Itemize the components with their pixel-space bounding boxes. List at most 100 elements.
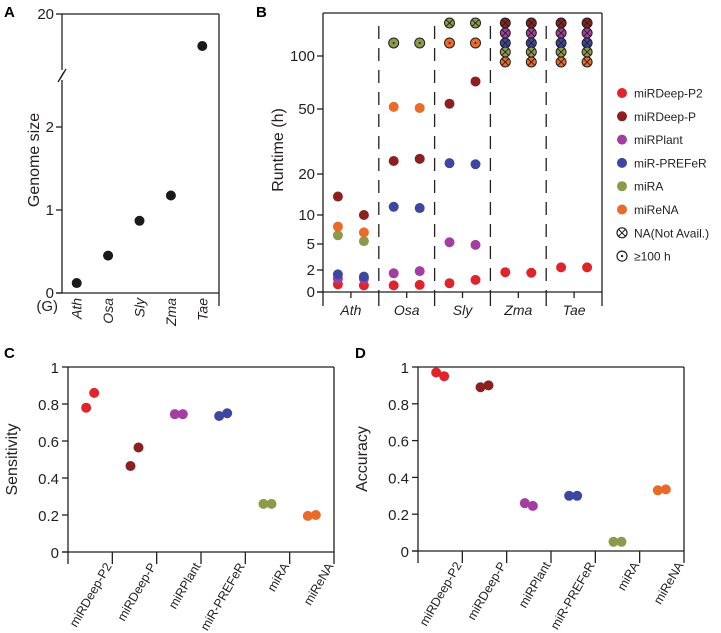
data-point [71, 278, 82, 289]
data-point [572, 490, 583, 501]
data-point [483, 380, 494, 391]
y-axis-title: Runtime (h) [270, 108, 287, 192]
na-cross-line [557, 58, 565, 66]
over-100-dot [474, 42, 477, 44]
data-point [358, 210, 369, 220]
y-tick-label: 100 [290, 48, 315, 65]
data-point [358, 227, 369, 238]
legend-label: miRPlant [634, 133, 683, 147]
y-tick-label: 2 [46, 119, 54, 136]
na-marker [581, 46, 593, 58]
na-marker [555, 27, 567, 39]
y-axis-title: Genome size [26, 113, 43, 207]
over-100-marker [470, 37, 481, 49]
x-tick-label: Zma [503, 302, 532, 318]
axis-break-mark [59, 68, 67, 80]
legend-dot-icon [617, 111, 627, 122]
legend-item: NA(Not Avail.) [616, 226, 709, 240]
y-tick-label: 20 [37, 6, 54, 23]
data-point [169, 409, 180, 420]
y-tick-label: 1 [51, 360, 59, 377]
panel-letter-d: D [355, 345, 366, 362]
data-point [470, 159, 481, 170]
x-tick-label: miRDeep-P [115, 561, 159, 624]
legend-dot-icon [617, 134, 627, 145]
y-axis-title: Accuracy [354, 426, 371, 492]
legend-dot-icon [617, 204, 627, 215]
panel-letter-a: A [4, 4, 15, 21]
data-point [388, 280, 399, 291]
data-point [652, 485, 663, 496]
x-tick-label: Sly [132, 297, 148, 317]
legend-item: ≥100 h [616, 250, 671, 264]
x-tick-label: miRA [265, 560, 293, 594]
na-cross-line [527, 29, 535, 37]
y-tick-label: 1 [401, 360, 409, 377]
x-tick-label: Zma [163, 298, 179, 327]
data-point [103, 250, 114, 261]
x-tick-label: Ath [339, 302, 361, 318]
data-point [616, 536, 627, 547]
x-tick-label: Tae [563, 302, 586, 318]
y-tick-label: 0 [401, 544, 409, 561]
x-tick-label: Sly [453, 302, 473, 318]
y-tick-label: 20 [298, 166, 315, 183]
legend-item: miR-PREFeR [617, 156, 707, 170]
x-tick-label: miReNA [651, 559, 687, 607]
x-tick-label: miReNA [301, 560, 337, 608]
data-point [500, 267, 511, 278]
na-cross-line [527, 19, 535, 27]
data-point [414, 153, 425, 164]
na-marker [470, 17, 481, 29]
data-point [81, 402, 92, 413]
panel-letter-b: B [256, 4, 267, 21]
na-cross-line [557, 39, 565, 47]
na-marker [499, 27, 511, 39]
y-tick-label: 0.4 [38, 471, 59, 488]
legend-label: NA(Not Avail.) [634, 226, 709, 240]
x-tick-label: Tae [194, 298, 210, 321]
y-tick-label: 0 [307, 284, 315, 301]
panel-c-sensitivity: 0 0.2 0.4 0.6 0.8 1 Sensitivity miRDeep-P2 miRDe… [4, 360, 337, 633]
data-point [564, 490, 575, 501]
data-point [582, 262, 593, 273]
na-marker [525, 17, 537, 29]
legend-label: ≥100 h [634, 250, 671, 264]
y-tick-label: 0.4 [388, 470, 409, 487]
na-cross-line [583, 48, 591, 56]
data-point [388, 268, 399, 279]
data-point [388, 201, 399, 212]
data-point [608, 536, 619, 547]
data-point [388, 101, 399, 112]
na-marker [581, 27, 593, 39]
x-tick-label: miRDeep-P2 [417, 559, 465, 628]
y-tick-label: 0.6 [38, 434, 59, 451]
over-100-dot [448, 42, 451, 44]
legend-label: miR-PREFeR [634, 156, 707, 170]
legend-label: miReNA [634, 203, 679, 217]
na-marker [581, 56, 593, 68]
data-point [133, 442, 144, 453]
legend-label: miRA [634, 180, 663, 194]
na-marker [525, 56, 537, 68]
legend-over-100-dot [620, 254, 624, 258]
over-100-dot [418, 42, 421, 44]
x-tick-label: miRA [615, 559, 643, 593]
na-marker [555, 46, 567, 58]
data-point [556, 262, 567, 273]
data-point [660, 484, 671, 495]
panel-a-genome-size: 0 1 2 20 (G) Genome size Ath Osa Sly Zma Tae [26, 6, 220, 327]
legend-na-icon [616, 227, 628, 239]
legend-item: miRDeep-P2 [617, 87, 703, 101]
legend-label: miRDeep-P2 [634, 87, 703, 101]
data-point [475, 382, 486, 393]
na-cross-line [501, 29, 509, 37]
data-point [302, 510, 313, 521]
over-100-marker [414, 37, 426, 49]
legend-item: miRDeep-P [617, 110, 696, 124]
y-tick-label: 1 [46, 202, 54, 219]
na-marker [499, 17, 511, 29]
data-point [444, 158, 455, 169]
data-point [125, 460, 136, 471]
